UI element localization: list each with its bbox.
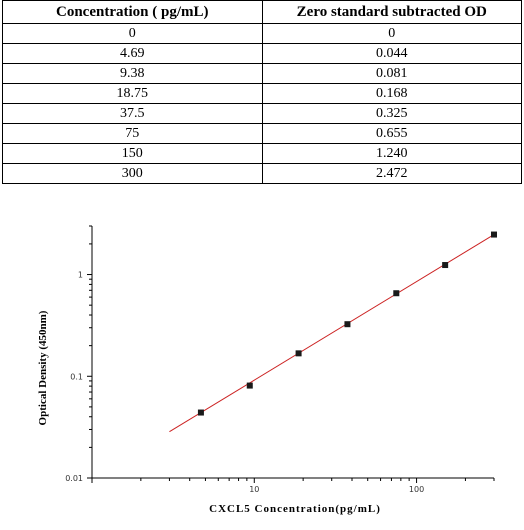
table-row: 18.75 0.168 — [2, 83, 522, 104]
standard-curve-table: Concentration ( pg/mL) Zero standard sub… — [2, 0, 522, 184]
header-od: Zero standard subtracted OD — [261, 0, 522, 24]
y-tick-label: 1 — [78, 271, 83, 280]
cell-od: 1.240 — [261, 143, 522, 164]
cell-od: 0 — [261, 23, 522, 44]
data-point — [344, 321, 351, 328]
cell-concentration: 37.5 — [2, 103, 263, 124]
data-point — [491, 231, 497, 238]
fit-line-group — [169, 234, 495, 433]
data-point — [393, 290, 400, 297]
header-concentration: Concentration ( pg/mL) — [2, 0, 263, 24]
cell-concentration: 75 — [2, 123, 263, 144]
data-points — [197, 231, 497, 416]
cell-od: 0.044 — [261, 43, 522, 64]
table-row: 300 2.472 — [2, 163, 522, 184]
y-tick-label: 0.1 — [70, 372, 83, 381]
x-tick-label: 100 — [409, 485, 424, 494]
cell-concentration: 0 — [2, 23, 263, 44]
cell-concentration: 9.38 — [2, 63, 263, 84]
cell-od: 0.168 — [261, 83, 522, 104]
cell-concentration: 150 — [2, 143, 263, 164]
cell-concentration: 4.69 — [2, 43, 263, 64]
cell-concentration: 300 — [2, 163, 263, 184]
chart-axes — [91, 226, 494, 479]
table-row: 150 1.240 — [2, 143, 522, 164]
fit-line — [169, 234, 495, 433]
cell-od: 0.655 — [261, 123, 522, 144]
table-row: 75 0.655 — [2, 123, 522, 144]
chart-ticks: 10 100 0.01 0.1 1 — [65, 225, 495, 494]
data-point — [246, 382, 253, 389]
table-row: 4.69 0.044 — [2, 43, 522, 64]
cell-od: 0.325 — [261, 103, 522, 124]
table-row: 9.38 0.081 — [2, 63, 522, 84]
data-point — [295, 350, 302, 357]
y-axis-label: Optical Density (450nm) — [37, 310, 49, 425]
table-row: 0 0 — [2, 23, 522, 44]
table-row: 37.5 0.325 — [2, 103, 522, 124]
data-point — [197, 409, 204, 416]
table-header-row: Concentration ( pg/mL) Zero standard sub… — [2, 0, 522, 24]
cell-od: 0.081 — [261, 63, 522, 84]
standard-curve-chart: 10 100 0.01 0.1 1 Optical Density (450nm) CX… — [37, 225, 497, 515]
data-point — [442, 262, 449, 269]
x-axis-label: CXCL5 Concentration(pg/mL) — [209, 503, 381, 515]
cell-od: 2.472 — [261, 163, 522, 184]
x-tick-label: 10 — [249, 485, 259, 494]
cell-concentration: 18.75 — [2, 83, 263, 104]
y-tick-label: 0.01 — [65, 474, 83, 483]
